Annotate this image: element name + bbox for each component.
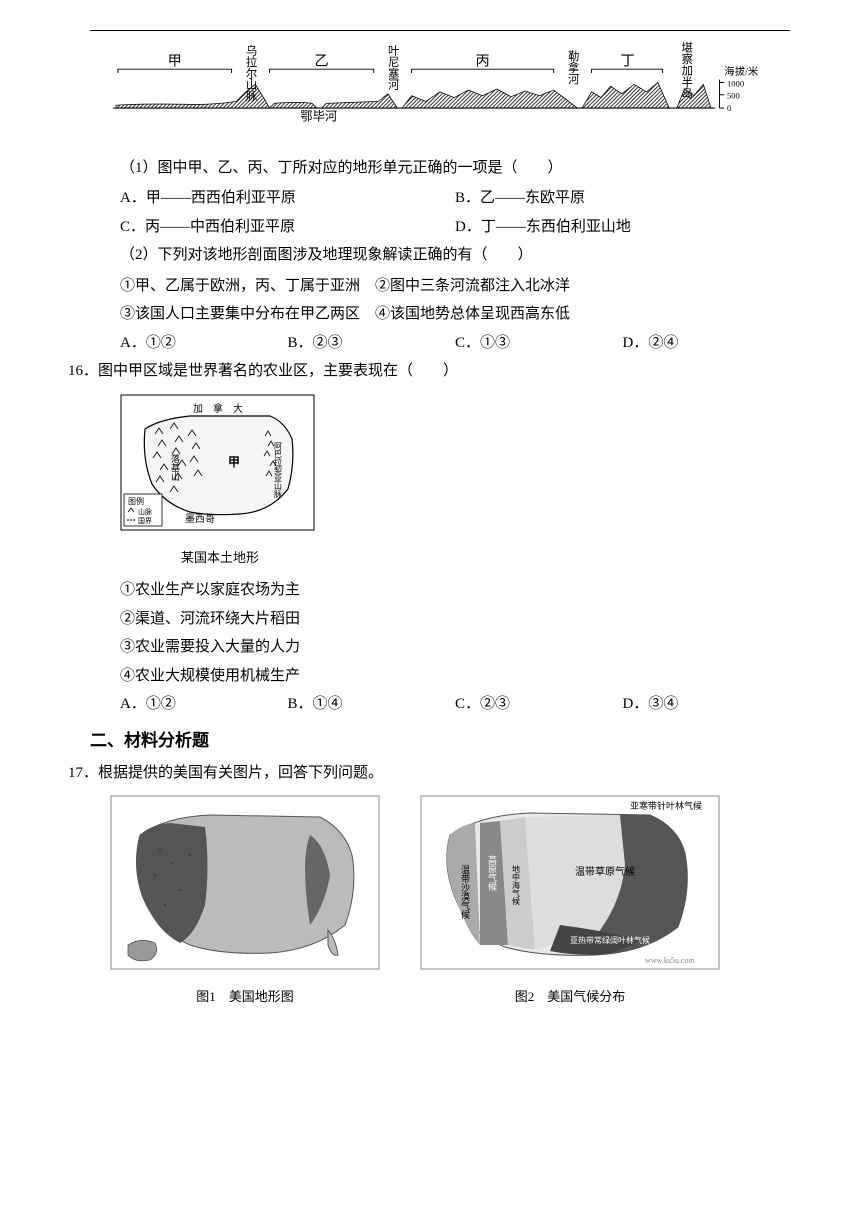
- q15-1-options-row2: C．丙——中西伯利亚平原 D．丁——东西伯利亚山地: [90, 213, 790, 242]
- q15-1-stem: （1）图中甲、乙、丙、丁所对应的地形单元正确的一项是（ ）: [90, 154, 790, 183]
- q16-opt-b: B．①④: [288, 690, 456, 719]
- section-jia: 甲: [168, 53, 182, 69]
- q17-figures: 图1 美国地形图 温带沙漠气候 高原气候 温带草原气候 亚热带常绿阔叶林气候 亚…: [110, 795, 790, 1009]
- section-yi: 乙: [314, 53, 328, 69]
- q15-2-opt-c: C．①③: [455, 329, 623, 358]
- svg-text:国界: 国界: [138, 517, 152, 525]
- svg-text:山脉: 山脉: [138, 507, 152, 516]
- q15-2-opt-a: A．①②: [120, 329, 288, 358]
- q16-opt4: ④农业大规模使用机械生产: [90, 662, 790, 691]
- top-horizontal-rule: [90, 30, 790, 31]
- svg-text:阿巴拉契亚山脉: 阿巴拉契亚山脉: [274, 442, 283, 498]
- q17-stem-line: 17．根据提供的美国有关图片，回答下列问题。: [90, 759, 790, 788]
- q15-1-opt-d: D．丁——东西伯利亚山地: [455, 213, 790, 242]
- q16-map-caption: 某国本土地形: [120, 546, 320, 571]
- svg-text:亚热带常绿阔叶林气候: 亚热带常绿阔叶林气候: [570, 935, 650, 945]
- usa-terrain-map: 加 拿 大 墨西哥 甲 落基山 阿巴拉契亚山脉 图例 山脉 国界: [120, 394, 315, 544]
- q17-caption1: 图1 美国地形图: [110, 985, 380, 1010]
- svg-text:墨西哥: 墨西哥: [185, 513, 215, 525]
- q17-fig1-wrap: 图1 美国地形图: [110, 795, 380, 1009]
- svg-text:温带沙漠气候: 温带沙漠气候: [460, 865, 470, 920]
- svg-text:地中海气候: 地中海气候: [512, 865, 521, 907]
- tick-1000: 1000: [727, 78, 744, 88]
- label-ob: 鄂毕河: [300, 109, 337, 123]
- svg-text:加 拿 大: 加 拿 大: [193, 402, 243, 415]
- usa-climate-map: 温带沙漠气候 高原气候 温带草原气候 亚热带常绿阔叶林气候 亚寒带针叶林气候 地…: [420, 795, 720, 970]
- q16-opt1: ①农业生产以家庭农场为主: [90, 576, 790, 605]
- q16-opt-a: A．①②: [120, 690, 288, 719]
- q16-map-figure: 加 拿 大 墨西哥 甲 落基山 阿巴拉契亚山脉 图例 山脉 国界 某国本土地形: [120, 394, 320, 571]
- q16-opt-c: C．②③: [455, 690, 623, 719]
- svg-text:落基山: 落基山: [170, 452, 180, 480]
- q15-1-options-row1: A．甲——西西伯利亚平原 B．乙——东欧平原: [90, 184, 790, 213]
- svg-text:甲: 甲: [228, 455, 240, 469]
- tick-0: 0: [727, 103, 731, 113]
- q15-1-opt-b: B．乙——东欧平原: [455, 184, 790, 213]
- q15-1-opt-c: C．丙——中西伯利亚平原: [120, 213, 455, 242]
- axis-label: 海拔/米: [724, 65, 759, 78]
- svg-text:高原气候: 高原气候: [487, 854, 497, 892]
- q16-stem: 图中甲区域是世界著名的农业区，主要表现在（ ）: [98, 363, 458, 379]
- q15-2-line2: ③该国人口主要集中分布在甲乙两区 ④该国地势总体呈现西高东低: [90, 300, 790, 329]
- q16-stem-line: 16．图中甲区域是世界著名的农业区，主要表现在（ ）: [90, 357, 790, 386]
- terrain-profile-diagram: 甲 乙 丙 丁 乌拉尔山脉 叶尼塞河 勒拿河 堪察加半岛 鄂毕河 海拔/米 10…: [90, 37, 790, 154]
- svg-text:温带草原气候: 温带草原气候: [575, 865, 635, 878]
- q17-stem: 根据提供的美国有关图片，回答下列问题。: [98, 765, 383, 781]
- usa-terrain-shaded: [110, 795, 380, 970]
- q16-num: 16．: [90, 357, 98, 386]
- section-bing: 丙: [476, 53, 490, 69]
- label-yenisei: 叶尼塞河: [387, 45, 400, 90]
- q16-opt2: ②渠道、河流环绕大片稻田: [90, 605, 790, 634]
- label-lena: 勒拿河: [567, 50, 580, 84]
- section-2-header: 二、材料分析题: [90, 725, 790, 757]
- q16-options: A．①② B．①④ C．②③ D．③④: [90, 690, 790, 719]
- q16-opt3: ③农业需要投入大量的人力: [90, 633, 790, 662]
- q15-2-opt-b: B．②③: [288, 329, 456, 358]
- svg-text:www.ks5u.com: www.ks5u.com: [645, 956, 695, 965]
- svg-text:图例: 图例: [128, 496, 144, 506]
- profile-svg: 甲 乙 丙 丁 乌拉尔山脉 叶尼塞河 勒拿河 堪察加半岛 鄂毕河 海拔/米 10…: [90, 37, 790, 127]
- svg-text:亚寒带针叶林气候: 亚寒带针叶林气候: [630, 800, 702, 811]
- tick-500: 500: [727, 91, 740, 101]
- q15-1-opt-a: A．甲——西西伯利亚平原: [120, 184, 455, 213]
- q17-caption2: 图2 美国气候分布: [420, 985, 720, 1010]
- q16-opt-d: D．③④: [623, 690, 791, 719]
- q15-2-options: A．①② B．②③ C．①③ D．②④: [90, 329, 790, 358]
- q15-2-line1: ①甲、乙属于欧洲，丙、丁属于亚洲 ②图中三条河流都注入北冰洋: [90, 272, 790, 301]
- q15-2-stem: （2）下列对该地形剖面图涉及地理现象解读正确的有（ ）: [90, 241, 790, 270]
- q17-num: 17．: [90, 759, 98, 788]
- q15-2-opt-d: D．②④: [623, 329, 791, 358]
- section-ding: 丁: [620, 53, 634, 69]
- q17-fig2-wrap: 温带沙漠气候 高原气候 温带草原气候 亚热带常绿阔叶林气候 亚寒带针叶林气候 地…: [420, 795, 720, 1009]
